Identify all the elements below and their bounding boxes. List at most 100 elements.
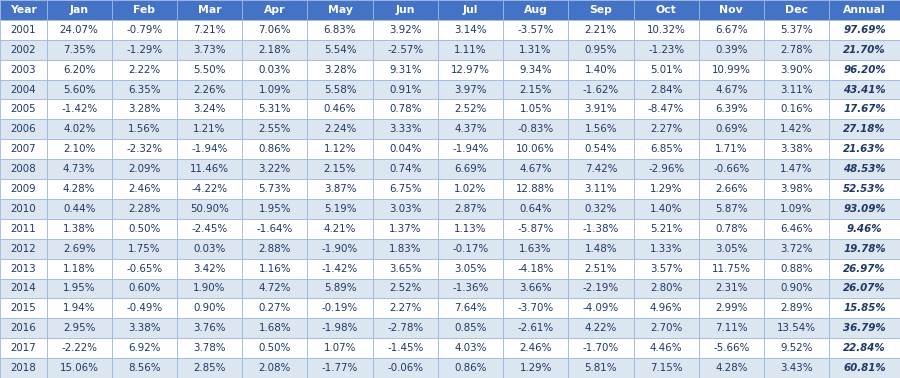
Text: 12.97%: 12.97% bbox=[451, 65, 490, 74]
Text: 1.07%: 1.07% bbox=[324, 343, 356, 353]
Text: -5.66%: -5.66% bbox=[713, 343, 750, 353]
Bar bbox=[112, 219, 177, 239]
Bar bbox=[373, 139, 438, 159]
Text: 5.21%: 5.21% bbox=[650, 224, 682, 234]
Text: 0.44%: 0.44% bbox=[63, 204, 95, 214]
Bar bbox=[0, 219, 47, 239]
Bar bbox=[438, 199, 503, 219]
Text: Oct: Oct bbox=[656, 5, 677, 15]
Text: 2.85%: 2.85% bbox=[194, 363, 226, 373]
Text: 5.60%: 5.60% bbox=[63, 85, 95, 94]
Text: Jan: Jan bbox=[69, 5, 89, 15]
Bar bbox=[0, 338, 47, 358]
Text: 5.58%: 5.58% bbox=[324, 85, 356, 94]
Bar bbox=[112, 0, 177, 20]
Text: 0.16%: 0.16% bbox=[780, 104, 813, 115]
Bar bbox=[308, 279, 373, 298]
Text: 5.54%: 5.54% bbox=[324, 45, 356, 55]
Text: 2.80%: 2.80% bbox=[650, 284, 682, 293]
Bar bbox=[438, 318, 503, 338]
Bar bbox=[634, 80, 698, 99]
Text: 1.63%: 1.63% bbox=[519, 244, 552, 254]
Text: 4.46%: 4.46% bbox=[650, 343, 682, 353]
Text: -2.22%: -2.22% bbox=[61, 343, 97, 353]
Bar bbox=[764, 298, 829, 318]
Text: 3.72%: 3.72% bbox=[780, 244, 813, 254]
Text: 2.89%: 2.89% bbox=[780, 304, 813, 313]
Bar bbox=[112, 20, 177, 40]
Bar bbox=[242, 179, 308, 199]
Text: 2003: 2003 bbox=[11, 65, 36, 74]
Text: 2018: 2018 bbox=[11, 363, 36, 373]
Bar bbox=[242, 338, 308, 358]
Bar bbox=[829, 179, 900, 199]
Text: 1.71%: 1.71% bbox=[716, 144, 748, 154]
Bar bbox=[308, 119, 373, 139]
Text: 6.67%: 6.67% bbox=[716, 25, 748, 35]
Text: 1.75%: 1.75% bbox=[128, 244, 161, 254]
Bar bbox=[438, 259, 503, 279]
Text: 0.04%: 0.04% bbox=[389, 144, 421, 154]
Text: 0.91%: 0.91% bbox=[389, 85, 421, 94]
Bar bbox=[634, 338, 698, 358]
Bar bbox=[829, 358, 900, 378]
Text: 3.11%: 3.11% bbox=[780, 85, 813, 94]
Text: 7.42%: 7.42% bbox=[585, 164, 617, 174]
Bar bbox=[634, 20, 698, 40]
Bar bbox=[242, 40, 308, 60]
Bar bbox=[568, 338, 634, 358]
Bar bbox=[764, 40, 829, 60]
Text: 2013: 2013 bbox=[11, 263, 36, 274]
Text: 2.66%: 2.66% bbox=[716, 184, 748, 194]
Text: 9.52%: 9.52% bbox=[780, 343, 813, 353]
Text: -0.49%: -0.49% bbox=[126, 304, 163, 313]
Text: 48.53%: 48.53% bbox=[843, 164, 886, 174]
Text: Feb: Feb bbox=[133, 5, 156, 15]
Text: Jul: Jul bbox=[463, 5, 478, 15]
Text: 1.09%: 1.09% bbox=[258, 85, 291, 94]
Text: -1.62%: -1.62% bbox=[583, 85, 619, 94]
Text: 4.96%: 4.96% bbox=[650, 304, 682, 313]
Bar bbox=[373, 0, 438, 20]
Bar bbox=[829, 119, 900, 139]
Text: 3.38%: 3.38% bbox=[780, 144, 813, 154]
Text: 0.32%: 0.32% bbox=[585, 204, 617, 214]
Bar bbox=[764, 279, 829, 298]
Text: 1.29%: 1.29% bbox=[650, 184, 682, 194]
Text: 2.88%: 2.88% bbox=[258, 244, 291, 254]
Bar bbox=[764, 0, 829, 20]
Bar bbox=[764, 219, 829, 239]
Bar bbox=[698, 358, 764, 378]
Text: 1.94%: 1.94% bbox=[63, 304, 95, 313]
Text: 2002: 2002 bbox=[11, 45, 36, 55]
Text: 97.69%: 97.69% bbox=[843, 25, 886, 35]
Bar bbox=[503, 179, 568, 199]
Text: 13.54%: 13.54% bbox=[777, 323, 816, 333]
Text: 5.87%: 5.87% bbox=[716, 204, 748, 214]
Text: -8.47%: -8.47% bbox=[648, 104, 684, 115]
Bar bbox=[438, 239, 503, 259]
Bar bbox=[0, 99, 47, 119]
Text: 3.97%: 3.97% bbox=[454, 85, 487, 94]
Text: 0.90%: 0.90% bbox=[194, 304, 226, 313]
Bar bbox=[177, 0, 242, 20]
Text: 0.95%: 0.95% bbox=[585, 45, 617, 55]
Text: 2008: 2008 bbox=[11, 164, 36, 174]
Text: 0.90%: 0.90% bbox=[780, 284, 813, 293]
Text: 2016: 2016 bbox=[11, 323, 36, 333]
Bar bbox=[0, 40, 47, 60]
Text: 1.29%: 1.29% bbox=[519, 363, 552, 373]
Bar bbox=[112, 358, 177, 378]
Bar bbox=[308, 159, 373, 179]
Text: 2.51%: 2.51% bbox=[585, 263, 617, 274]
Text: Dec: Dec bbox=[785, 5, 808, 15]
Bar bbox=[698, 80, 764, 99]
Bar bbox=[47, 40, 112, 60]
Text: 2.24%: 2.24% bbox=[324, 124, 356, 134]
Text: 6.83%: 6.83% bbox=[324, 25, 356, 35]
Bar bbox=[308, 298, 373, 318]
Text: 3.43%: 3.43% bbox=[780, 363, 813, 373]
Bar bbox=[698, 119, 764, 139]
Bar bbox=[47, 219, 112, 239]
Text: 8.56%: 8.56% bbox=[128, 363, 161, 373]
